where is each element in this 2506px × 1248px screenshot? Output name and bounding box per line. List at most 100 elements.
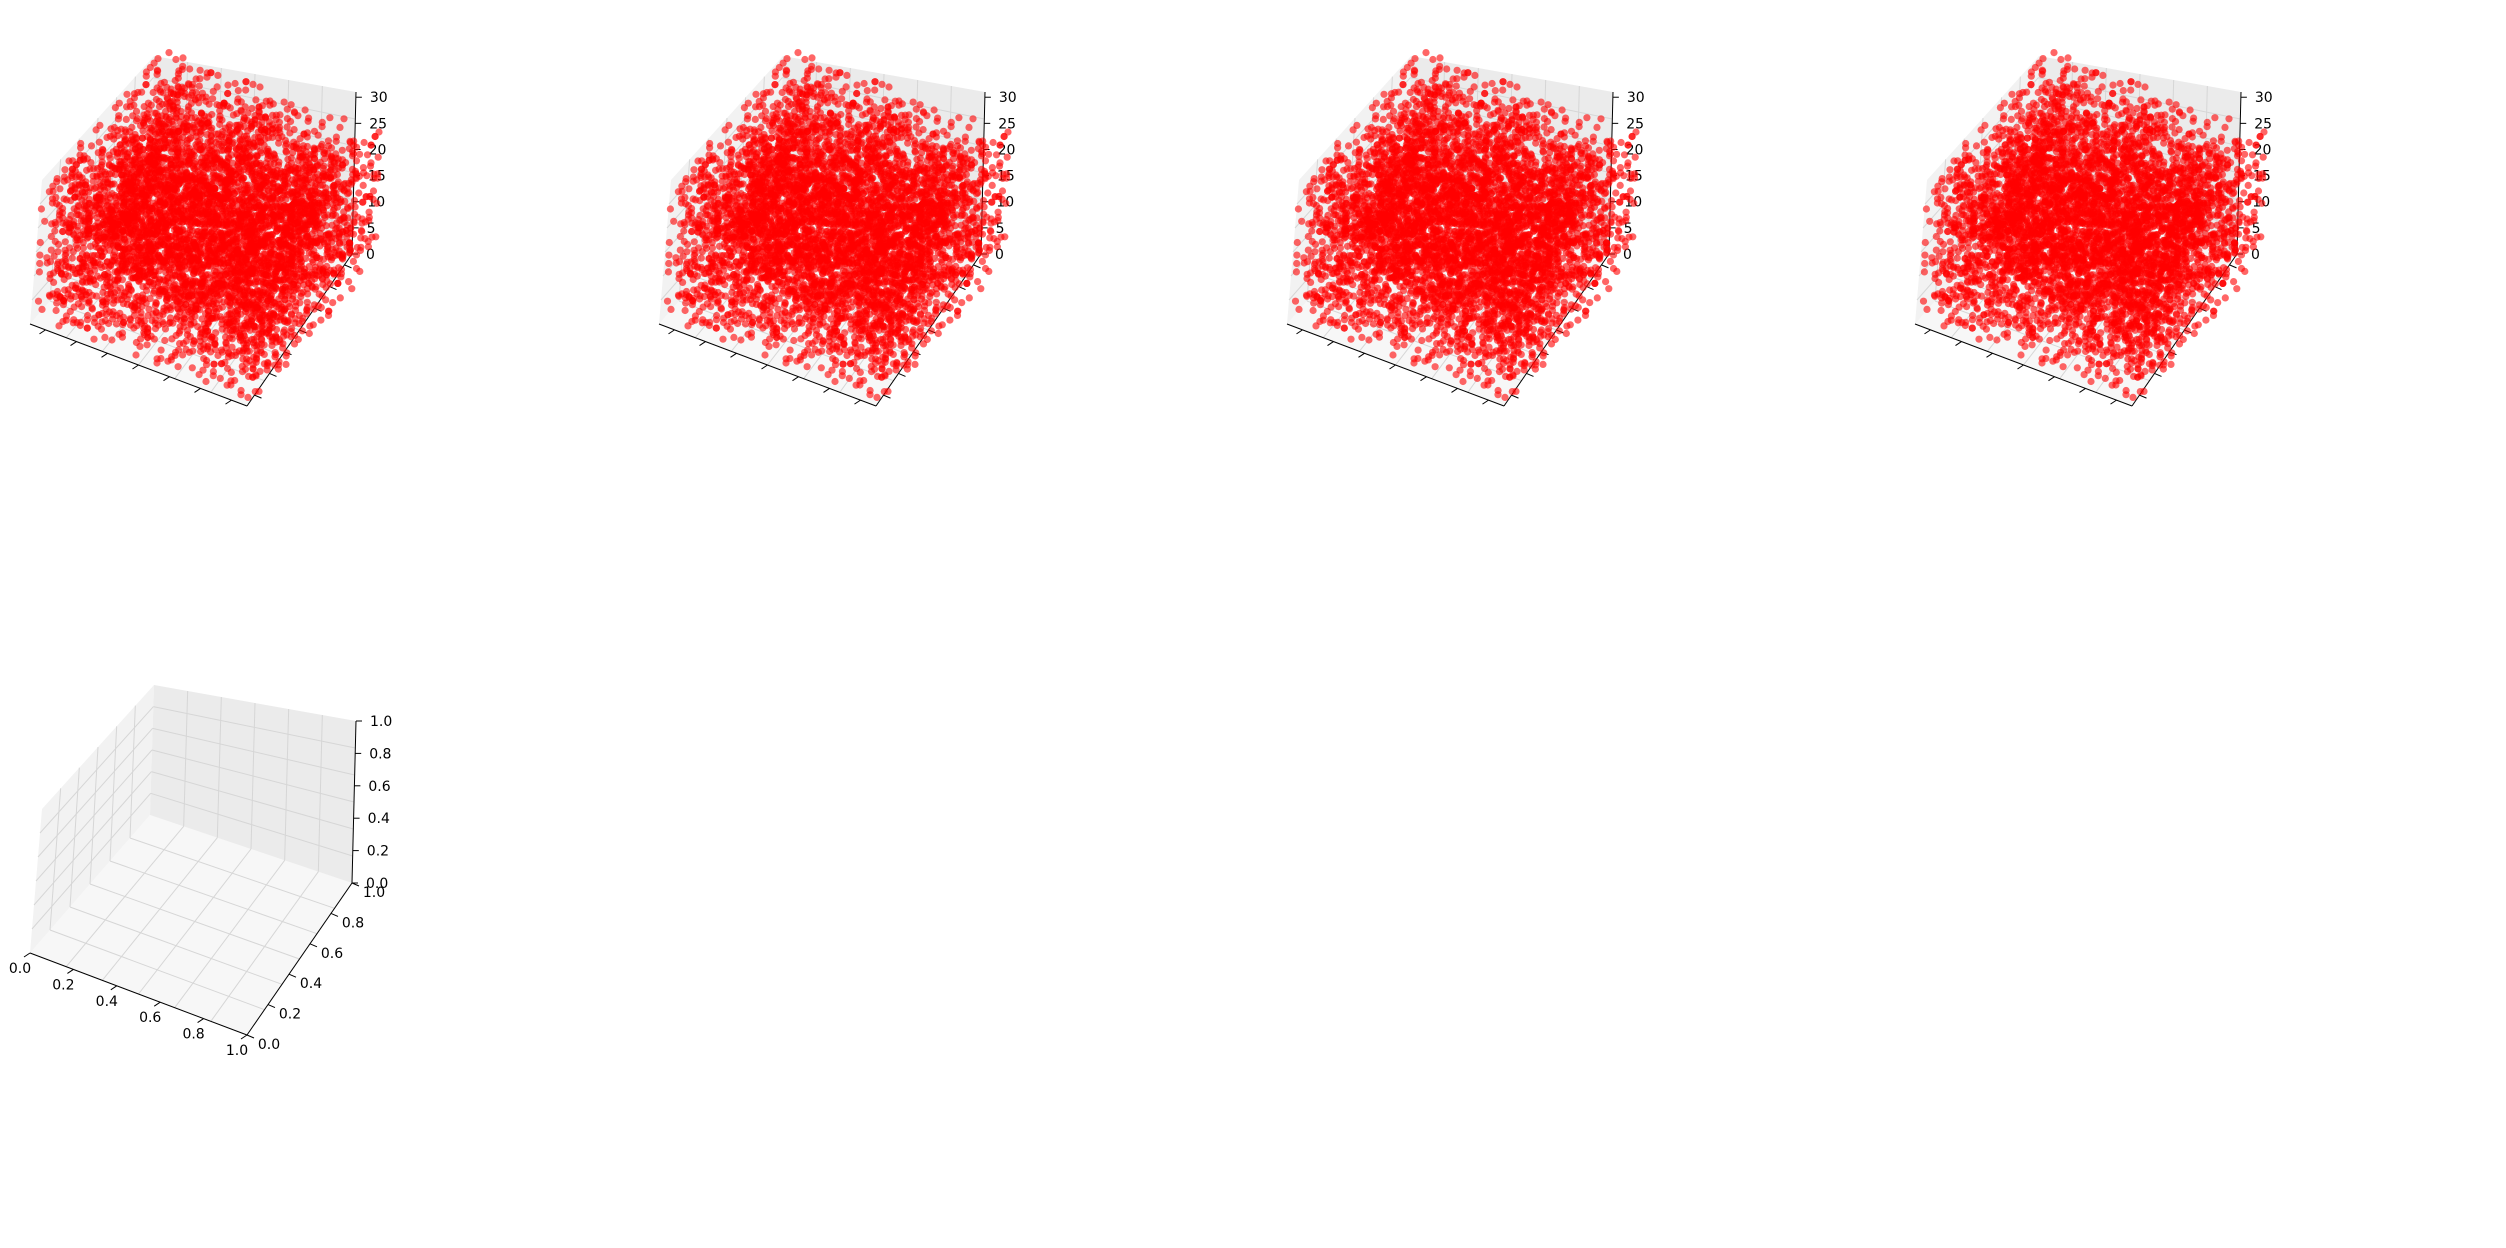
scatter-point	[300, 183, 307, 190]
scatter-point	[145, 306, 152, 313]
scatter-point	[81, 189, 88, 196]
scatter-point	[326, 175, 333, 182]
scatter-point	[316, 255, 323, 262]
scatter-point	[211, 236, 218, 243]
scatter-point	[190, 319, 197, 326]
scatter-point	[211, 187, 218, 194]
scatter-point	[118, 172, 125, 179]
scatter-point	[351, 197, 358, 204]
scatter-point	[221, 205, 228, 212]
scatter-point	[260, 250, 267, 257]
scatter-point	[269, 231, 276, 238]
scatter-point	[366, 209, 373, 216]
scatter-point	[330, 159, 337, 166]
scatter-point	[216, 216, 223, 223]
scatter-point	[209, 277, 216, 284]
scatter-point	[232, 122, 239, 129]
scatter-point	[222, 334, 229, 341]
scatter-point	[134, 150, 141, 157]
scatter-point	[193, 75, 200, 82]
scatter-point	[218, 347, 225, 354]
scatter-point	[318, 304, 325, 311]
scatter-point	[253, 195, 260, 202]
scatter-point	[349, 152, 356, 159]
scatter-point	[123, 91, 130, 98]
scatter-point	[140, 119, 147, 126]
scatter-point	[282, 239, 289, 246]
scatter-point	[310, 321, 317, 328]
scatter-point	[242, 366, 249, 373]
scatter-point	[311, 128, 318, 135]
scatter-point	[297, 255, 304, 262]
scatter-point	[120, 148, 127, 155]
scatter-point	[61, 166, 68, 173]
scatter-point	[256, 162, 263, 169]
scatter-point	[158, 181, 165, 188]
scatter-point	[95, 149, 102, 156]
scatter-point	[363, 193, 370, 200]
scatter-point	[268, 342, 275, 349]
scatter-point	[256, 83, 263, 90]
scatter-point	[55, 241, 62, 248]
scatter-point	[297, 135, 304, 142]
scatter-point	[345, 278, 352, 285]
scatter-point	[121, 133, 128, 140]
scatter-point	[73, 211, 80, 218]
scatter-point	[186, 135, 193, 142]
scatter-point	[179, 54, 186, 61]
scatter-point	[333, 138, 340, 145]
scatter-point	[307, 194, 314, 201]
scatter-point	[304, 129, 311, 136]
scatter-point	[258, 114, 265, 121]
scatter-point	[281, 99, 288, 106]
scatter-point	[81, 206, 88, 213]
scatter-point	[142, 81, 149, 88]
scatter-point	[218, 116, 225, 123]
scatter-point	[313, 204, 320, 211]
scatter-point	[228, 253, 235, 260]
scatter-point	[248, 291, 255, 298]
scatter-point	[292, 196, 299, 203]
scatter-point	[127, 98, 134, 105]
scatter-point	[112, 227, 119, 234]
scatter-point	[320, 149, 327, 156]
scatter-point	[190, 122, 197, 129]
scatter-point	[321, 212, 328, 219]
scatter-point	[224, 90, 231, 97]
scatter-point	[275, 126, 282, 133]
scatter-point	[118, 126, 125, 133]
scatter-point	[164, 187, 171, 194]
scatter-point	[309, 238, 316, 245]
scatter-point	[188, 100, 195, 107]
scatter-point	[235, 87, 242, 94]
z-tick-label: 30	[370, 90, 388, 106]
scatter-point	[67, 188, 74, 195]
scatter-point	[363, 172, 370, 179]
scatter-point	[41, 218, 48, 225]
scatter-point	[159, 311, 166, 318]
scatter-point	[270, 282, 277, 289]
scatter-point	[118, 183, 125, 190]
scatter-point	[86, 165, 93, 172]
scatter-point	[108, 336, 115, 343]
scatter-point	[271, 273, 278, 280]
scatter-point	[300, 276, 307, 283]
scatter-point	[97, 164, 104, 171]
scatter-point	[329, 299, 336, 306]
scatter-point	[309, 257, 316, 264]
scatter-point	[340, 181, 347, 188]
scatter-point	[296, 203, 303, 210]
scatter-point	[356, 268, 363, 275]
scatter-point	[156, 139, 163, 146]
scatter-point	[188, 149, 195, 156]
scatter-point	[245, 261, 252, 268]
scatter-point	[280, 177, 287, 184]
scatter-point	[340, 115, 347, 122]
scatter-point	[299, 318, 306, 325]
scatter-point	[346, 239, 353, 246]
scatter-point	[111, 165, 118, 172]
scatter-point	[221, 242, 228, 249]
scatter-point	[152, 308, 159, 315]
scatter-point	[312, 286, 319, 293]
scatter-point	[370, 196, 377, 203]
